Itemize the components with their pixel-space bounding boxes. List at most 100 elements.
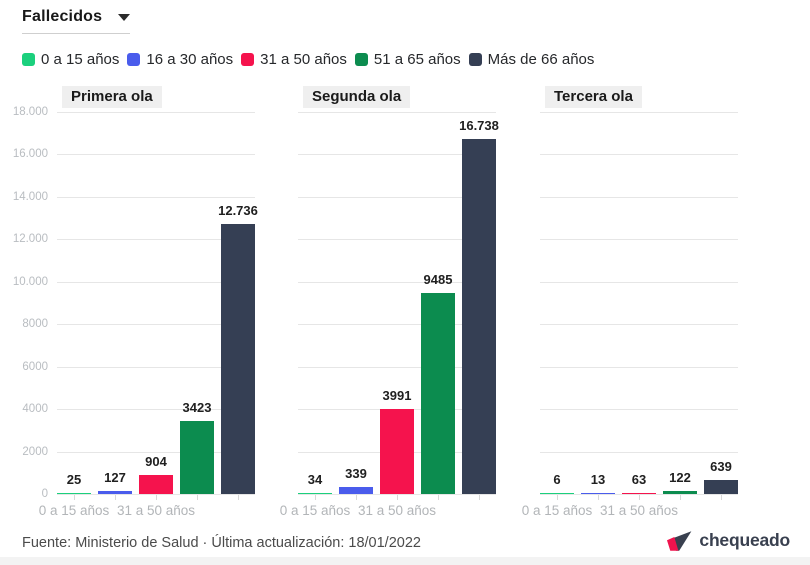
gridline <box>57 324 255 326</box>
gridline <box>57 281 255 283</box>
y-axis-tick-label: 4000 <box>22 403 48 416</box>
gridline <box>298 112 496 113</box>
gridline <box>540 409 738 411</box>
bar <box>339 486 373 494</box>
metric-dropdown[interactable]: Fallecidos <box>22 8 131 34</box>
y-axis-tick-label: 14.000 <box>12 190 48 203</box>
gridline <box>298 366 496 368</box>
y-axis-tick-label: 16.000 <box>12 148 48 161</box>
x-axis-tick-label: 31 a 50 años <box>357 503 437 518</box>
x-axis-tick <box>721 495 722 500</box>
bar-value-label: 639 <box>710 459 732 475</box>
y-axis-tick-label: 12.000 <box>12 233 48 246</box>
bar <box>663 491 697 494</box>
x-axis-tick <box>238 495 239 500</box>
chequeado-logo: chequeado <box>667 530 790 551</box>
x-axis-tick-label: 31 a 50 años <box>599 503 679 518</box>
x-axis-tick <box>639 495 640 500</box>
gridline <box>298 154 496 156</box>
x-axis-tick <box>156 495 157 500</box>
gridline <box>298 239 496 241</box>
x-axis-tick-label: 0 a 15 años <box>279 503 351 518</box>
gridline <box>540 494 738 495</box>
bar <box>622 492 656 494</box>
legend-item: 51 a 65 años <box>354 51 461 68</box>
chevron-down-icon <box>118 13 131 21</box>
bar-value-label: 34 <box>307 471 323 487</box>
legend-item: 16 a 30 años <box>127 51 233 68</box>
x-axis-tick <box>479 495 480 500</box>
x-axis-tick-label: 31 a 50 años <box>116 503 196 518</box>
y-axis-tick-label: 10.000 <box>12 275 48 288</box>
x-axis-tick <box>356 495 357 500</box>
gridline <box>57 239 255 241</box>
panel-title: Tercera ola <box>545 86 642 108</box>
gridline <box>540 239 738 241</box>
bar <box>421 292 455 494</box>
x-axis-tick <box>315 495 316 500</box>
metric-dropdown-label: Fallecidos <box>22 8 103 25</box>
y-axis-tick-label: 6000 <box>22 360 48 373</box>
bar <box>57 492 91 494</box>
legend: 0 a 15 años 16 a 30 años 31 a 50 años 51 a … <box>22 51 594 68</box>
gridline <box>540 366 738 368</box>
y-axis-tick-label: 0 <box>41 488 48 500</box>
bar <box>380 409 414 494</box>
bar <box>462 138 496 494</box>
x-axis-tick <box>438 495 439 500</box>
gridline <box>540 324 738 326</box>
panel-title: Segunda ola <box>303 86 411 108</box>
gridline <box>298 324 496 326</box>
gridline <box>298 281 496 283</box>
x-axis-tick <box>74 495 75 500</box>
bar <box>581 492 615 494</box>
bar-value-label: 3423 <box>182 400 212 416</box>
legend-item-label: 51 a 65 años <box>373 51 461 68</box>
y-axis-tick-label: 2000 <box>22 445 48 458</box>
legend-swatch <box>468 53 482 66</box>
gridline <box>540 196 738 198</box>
legend-swatch <box>354 53 368 66</box>
bar-value-label: 25 <box>66 471 82 487</box>
bar-value-label: 13 <box>590 471 606 487</box>
gridline <box>57 366 255 368</box>
legend-item-label: 0 a 15 años <box>41 51 120 68</box>
bar-value-label: 339 <box>345 465 367 481</box>
source-note: Fuente: Ministerio de Salud · Última act… <box>22 535 421 551</box>
y-axis-tick-label: 18.000 <box>12 106 48 118</box>
bar <box>540 492 574 494</box>
x-axis-tick <box>197 495 198 500</box>
gridline <box>57 451 255 453</box>
gridline <box>57 196 255 198</box>
gridline <box>57 409 255 411</box>
y-axis-tick-label: 8000 <box>22 318 48 331</box>
x-axis-tick <box>557 495 558 500</box>
gridline <box>298 196 496 198</box>
legend-item: 0 a 15 años <box>22 51 119 68</box>
bar-value-label: 16.738 <box>459 117 499 133</box>
bar <box>180 421 214 494</box>
x-axis-tick <box>598 495 599 500</box>
x-axis-tick <box>680 495 681 500</box>
x-axis-tick <box>397 495 398 500</box>
bar-value-label: 12.736 <box>218 202 258 218</box>
bar-value-label: 3991 <box>382 388 412 404</box>
x-axis-tick <box>115 495 116 500</box>
bar-value-label: 127 <box>104 470 126 486</box>
legend-swatch <box>22 53 35 66</box>
gridline <box>57 154 255 156</box>
gridline <box>298 494 496 495</box>
bar-value-label: 6 <box>553 471 561 487</box>
legend-item: 31 a 50 años <box>241 51 347 68</box>
bottom-strip <box>0 557 810 565</box>
legend-swatch <box>127 53 141 66</box>
bar-value-label: 122 <box>669 470 691 486</box>
checkmark-icon <box>667 530 692 551</box>
gridline <box>57 494 255 495</box>
bar <box>221 223 255 494</box>
legend-swatch <box>241 53 255 66</box>
bar <box>298 492 332 494</box>
brand-name: chequeado <box>699 530 790 550</box>
